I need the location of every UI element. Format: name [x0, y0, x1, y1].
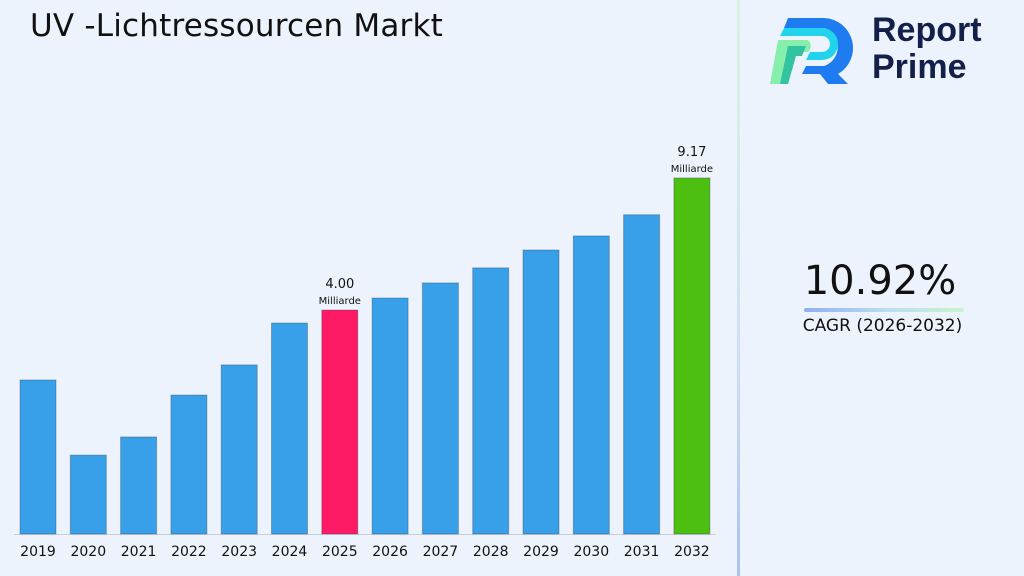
cagr-underline — [804, 308, 964, 312]
x-tick-label-2023: 2023 — [221, 544, 257, 560]
bar-chart: 2019 2020 2021 2022 2023 2024 2025 2026 2027 2028… — [14, 145, 716, 560]
data-label-unit-2025: Milliarde — [319, 296, 361, 307]
x-tick-label-2028: 2028 — [473, 544, 509, 560]
report-prime-logo-icon — [770, 18, 854, 84]
x-tick-label-2021: 2021 — [121, 544, 157, 560]
panel-divider — [737, 0, 740, 576]
x-tick-label-2027: 2027 — [423, 544, 459, 560]
data-label-value-2025: 4.00 — [325, 277, 354, 292]
bar-2019 — [19, 379, 57, 535]
brand-name-line1: Report — [872, 11, 982, 49]
data-label-unit-2032: Milliarde — [671, 164, 713, 175]
x-tick-label-2032: 2032 — [674, 544, 710, 560]
chart-title: UV -Lichtressourcen Markt — [30, 8, 443, 44]
x-tick-label-2030: 2030 — [573, 544, 609, 560]
x-tick-label-2024: 2024 — [272, 544, 308, 560]
bar-2024 — [271, 322, 308, 535]
x-tick-label-2026: 2026 — [372, 544, 408, 560]
bar-2026 — [371, 297, 409, 535]
cagr-value: 10.92% — [803, 258, 957, 304]
bar-2031 — [623, 214, 661, 535]
x-tick-label-2031: 2031 — [624, 544, 660, 560]
x-tick-label-2020: 2020 — [70, 544, 106, 560]
data-label-value-2032: 9.17 — [677, 145, 706, 160]
bar-2029 — [522, 249, 560, 535]
x-tick-label-2019: 2019 — [20, 544, 56, 560]
bar-2032 — [673, 177, 711, 535]
brand-name: Report Prime — [872, 12, 982, 86]
x-tick-label-2025: 2025 — [322, 544, 358, 560]
bar-2027 — [421, 282, 459, 535]
bar-2028 — [472, 267, 510, 535]
cagr-label: CAGR (2026-2032) — [802, 316, 963, 336]
bar-2023 — [220, 364, 258, 535]
bar-2025 — [321, 309, 359, 535]
bar-2022 — [170, 394, 208, 535]
x-tick-label-2029: 2029 — [523, 544, 559, 560]
bar-2030 — [572, 235, 610, 535]
bar-2021 — [120, 436, 158, 535]
bar-2020 — [69, 454, 107, 535]
brand-name-line2: Prime — [872, 48, 967, 86]
x-tick-label-2022: 2022 — [171, 544, 207, 560]
